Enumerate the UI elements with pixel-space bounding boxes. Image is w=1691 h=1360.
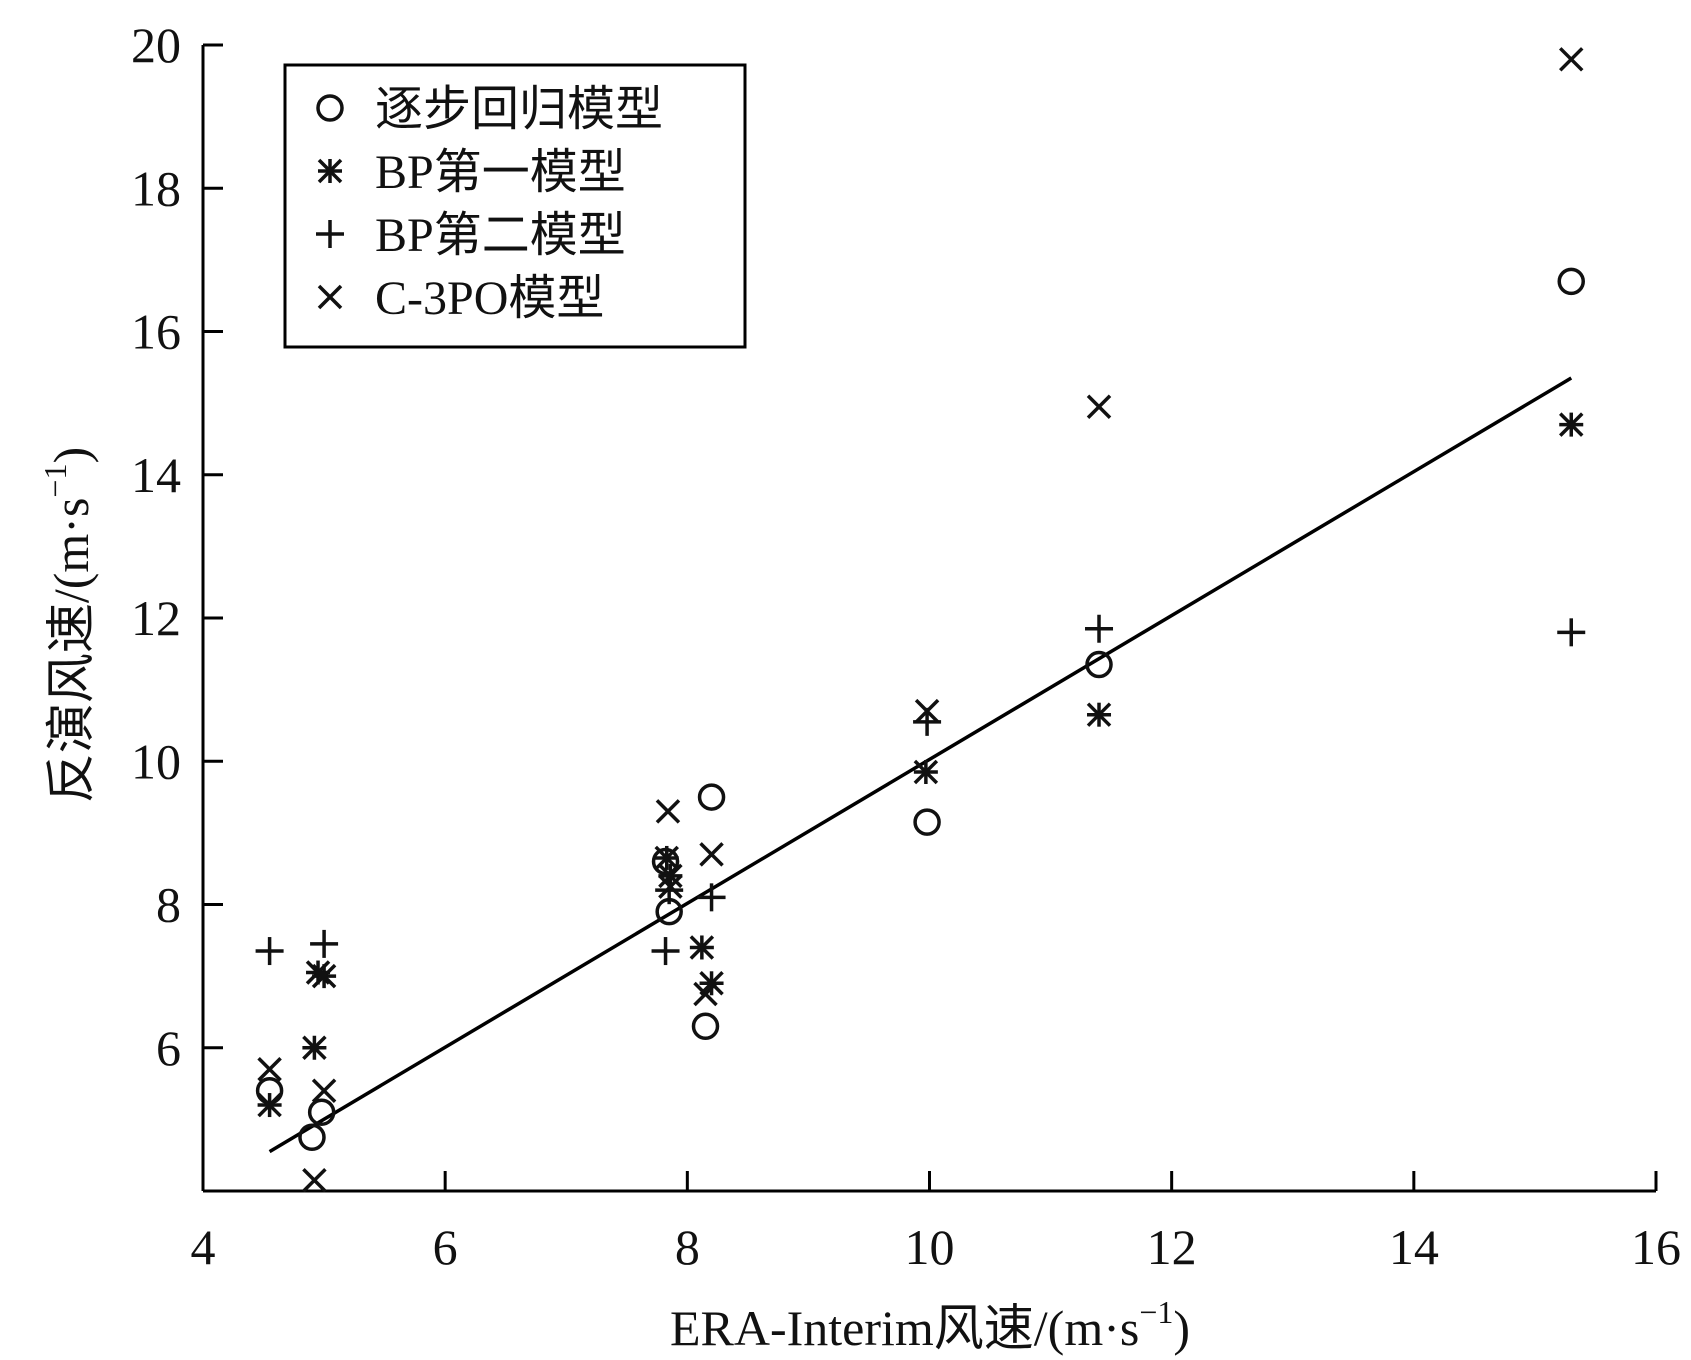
- x-axis-title-close: ): [1173, 1300, 1190, 1356]
- legend-marker-asterisk: [318, 159, 342, 183]
- y-axis-title: 反演风速/(m·s−1): [37, 447, 99, 803]
- data-point-circle: [693, 1014, 717, 1038]
- data-point-plus: [1557, 618, 1585, 646]
- x-tick-label: 10: [905, 1219, 955, 1275]
- data-point-asterisk: [1087, 703, 1111, 727]
- data-point-plus: [256, 937, 284, 965]
- data-point-plus: [698, 883, 726, 911]
- series-circle: [258, 269, 1584, 1149]
- y-tick-label: 6: [156, 1020, 181, 1076]
- data-point-cross: [313, 1080, 335, 1102]
- data-point-cross: [1088, 396, 1110, 418]
- data-point-circle: [915, 810, 939, 834]
- x-axis-ticks: 4 6 8 10 12 14 16: [191, 1171, 1682, 1275]
- x-tick-label: 14: [1389, 1219, 1439, 1275]
- data-point-cross: [701, 843, 723, 865]
- x-tick-label: 8: [675, 1219, 700, 1275]
- y-tick-label: 8: [156, 877, 181, 933]
- data-point-cross: [657, 800, 679, 822]
- x-tick-label: 6: [433, 1219, 458, 1275]
- y-axis-title-sup: −1: [37, 464, 73, 498]
- y-tick-label: 10: [131, 733, 181, 789]
- data-point-asterisk: [690, 935, 714, 959]
- data-point-plus: [310, 930, 338, 958]
- x-axis-title: ERA-Interim风速/(m·s−1): [670, 1294, 1190, 1356]
- data-point-plus: [1085, 615, 1113, 643]
- legend-label: BP第一模型: [375, 146, 626, 199]
- legend-label: BP第二模型: [375, 209, 626, 262]
- x-tick-label: 16: [1631, 1219, 1681, 1275]
- y-tick-label: 16: [131, 304, 181, 360]
- y-tick-label: 14: [131, 447, 181, 503]
- y-tick-label: 18: [131, 160, 181, 216]
- y-axis-title-close: ): [43, 447, 99, 464]
- data-point-circle: [700, 785, 724, 809]
- data-point-asterisk: [258, 1093, 282, 1117]
- series-asterisk: [258, 413, 1584, 1117]
- data-point-plus: [652, 937, 680, 965]
- x-tick-label: 12: [1147, 1219, 1197, 1275]
- data-point-cross: [259, 1058, 281, 1080]
- series-plus: [256, 615, 1586, 965]
- y-tick-label: 20: [131, 17, 181, 73]
- legend-label: C-3PO模型: [375, 272, 604, 325]
- y-axis-ticks: 6 8 10 12 14 16 18 20: [131, 17, 223, 1076]
- data-point-cross: [303, 1169, 325, 1191]
- legend: 逐步回归模型 BP第一模型 BP第二模型 C-3PO模型: [285, 65, 745, 347]
- legend-label: 逐步回归模型: [375, 83, 663, 136]
- x-axis-title-sup: −1: [1139, 1294, 1173, 1330]
- x-tick-label: 4: [191, 1219, 216, 1275]
- x-axis-title-main: ERA-Interim风速/(m·s: [670, 1300, 1139, 1356]
- data-point-circle: [1559, 269, 1583, 293]
- data-point-asterisk: [302, 1036, 326, 1060]
- data-point-cross: [1560, 48, 1582, 70]
- data-point-asterisk: [1559, 413, 1583, 437]
- data-point-circle: [300, 1125, 324, 1149]
- data-point-asterisk: [312, 964, 336, 988]
- y-tick-label: 12: [131, 590, 181, 646]
- data-point-asterisk: [655, 846, 679, 870]
- data-point-asterisk: [914, 760, 938, 784]
- y-axis-title-main: 反演风速/(m·s: [43, 498, 99, 804]
